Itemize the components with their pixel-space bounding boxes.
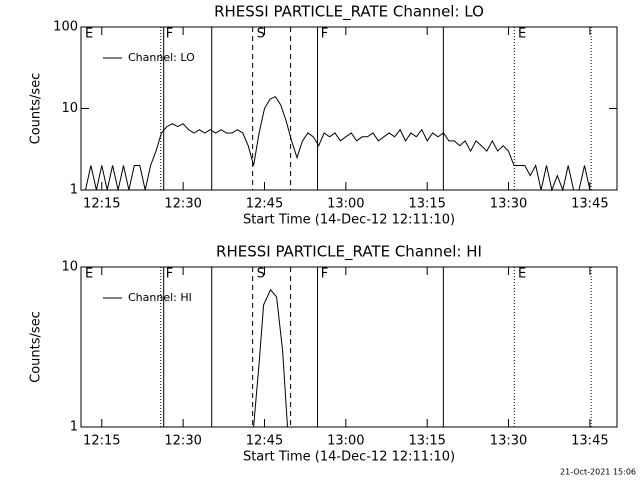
footer: 21-Oct-2021 15:06 [560, 468, 636, 477]
y-tick-label: 10 [61, 101, 78, 116]
x-tick-label: 13:45 [571, 197, 608, 212]
y-tick-label: 10 [61, 260, 78, 275]
chart-title: RHESSI PARTICLE_RATE Channel: LO [214, 3, 484, 22]
x-tick-label: 12:45 [246, 197, 283, 212]
chart-title: RHESSI PARTICLE_RATE Channel: HI [216, 243, 482, 262]
x-tick-label: 12:15 [83, 434, 120, 449]
x-axis-label: Start Time (14-Dec-12 12:11:10) [243, 450, 455, 465]
legend-label: Channel: LO [128, 51, 195, 64]
y-tick-label: 1 [70, 183, 78, 198]
flag-label: F [166, 267, 173, 282]
x-tick-label: 13:00 [327, 434, 364, 449]
x-tick-label: 12:30 [164, 197, 201, 212]
y-tick-label: 100 [53, 20, 78, 35]
flag-label: E [85, 27, 93, 42]
x-tick-label: 12:30 [164, 434, 201, 449]
flag-label: F [321, 267, 328, 282]
flag-label: E [518, 267, 526, 282]
data-line [85, 95, 596, 192]
y-tick-label: 1 [70, 420, 78, 435]
x-axis-label: Start Time (14-Dec-12 12:11:10) [243, 213, 455, 228]
x-tick-label: 12:45 [246, 434, 283, 449]
x-tick-label: 12:15 [83, 197, 120, 212]
flag-label: E [85, 267, 93, 282]
x-tick-label: 13:45 [571, 434, 608, 449]
y-axis-label: Counts/sec [29, 73, 44, 145]
flag-label: F [321, 27, 328, 42]
y-axis-label: Counts/sec [29, 311, 44, 383]
flag-label: F [166, 27, 173, 42]
x-tick-label: 13:30 [490, 434, 527, 449]
flag-label: S [257, 27, 265, 42]
x-tick-label: 13:15 [408, 434, 445, 449]
plot-frame [80, 266, 618, 428]
legend-label: Channel: HI [128, 291, 192, 304]
x-tick-label: 13:30 [490, 197, 527, 212]
x-tick-label: 13:00 [327, 197, 364, 212]
flag-label: E [518, 27, 526, 42]
x-tick-label: 13:15 [408, 197, 445, 212]
data-line [253, 288, 288, 428]
flag-label: S [257, 267, 265, 282]
